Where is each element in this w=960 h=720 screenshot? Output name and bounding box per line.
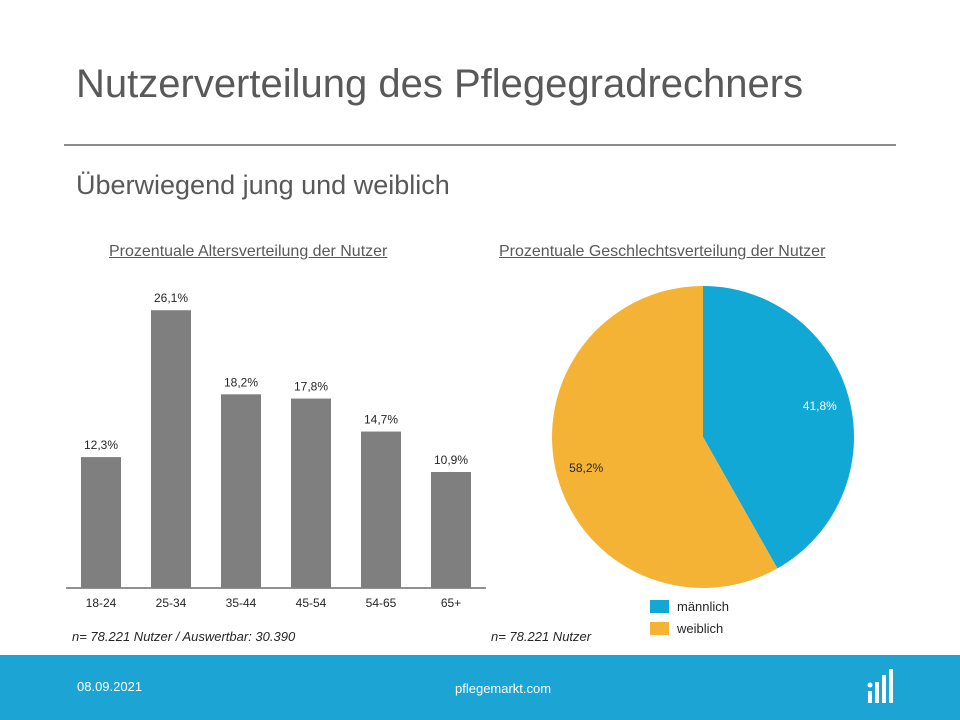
pie-slice-weiblich [552, 285, 778, 588]
pie-value-label: 41,8% [803, 399, 837, 413]
pie-value-label: 58,2% [569, 461, 603, 475]
bar-tick-label: 25-34 [156, 596, 187, 610]
bar-65+ [431, 471, 471, 588]
bars-logo-icon [867, 669, 893, 703]
bar-35-44 [221, 394, 261, 588]
page-title: Nutzerverteilung des Pflegegradrechners [76, 62, 804, 106]
bar-tick-label: 54-65 [366, 596, 397, 610]
title-divider [64, 144, 896, 146]
pie-legend: männlich weiblich [650, 595, 729, 639]
bar-value-label: 17,8% [294, 380, 328, 394]
bar-18-24 [81, 457, 121, 588]
pie-slice-maennlich [703, 286, 854, 569]
legend-swatch-maennlich [650, 599, 669, 613]
legend-label-maennlich: männlich [677, 598, 730, 614]
footer-date: 08.09.2021 [77, 679, 143, 694]
page-subtitle: Überwiegend jung und weiblich [76, 170, 450, 200]
bar-value-label: 12,3% [84, 438, 118, 452]
bar-chart-note: n= 78.221 Nutzer / Auswertbar: 30.390 [72, 629, 296, 644]
bar-45-54 [291, 398, 331, 588]
bar-value-label: 26,1% [154, 291, 188, 305]
bar-tick-label: 65+ [441, 596, 461, 610]
bar-value-label: 14,7% [364, 413, 398, 427]
bar-tick-label: 35-44 [226, 596, 257, 610]
pie-chart-note: n= 78.221 Nutzer [491, 629, 592, 644]
bar-tick-label: 18-24 [86, 596, 117, 610]
bar-value-label: 18,2% [224, 375, 258, 389]
legend-swatch-weiblich [650, 621, 669, 635]
legend-item-maennlich: männlich [650, 595, 729, 617]
footer-site-link[interactable]: pflegemarkt.com [455, 681, 552, 696]
bar-54-65 [361, 431, 401, 588]
bar-25-34 [151, 310, 191, 588]
bar-chart-title: Prozentuale Altersverteilung der Nutzer [109, 243, 388, 260]
bar-tick-label: 45-54 [296, 596, 327, 610]
legend-label-weiblich: weiblich [677, 620, 724, 636]
legend-item-weiblich: weiblich [650, 617, 729, 639]
bar-value-label: 10,9% [434, 453, 468, 467]
footer-bar: 08.09.2021 pflegemarkt.com [0, 655, 960, 720]
pie-chart-title: Prozentuale Geschlechtsverteilung der Nu… [499, 243, 826, 260]
